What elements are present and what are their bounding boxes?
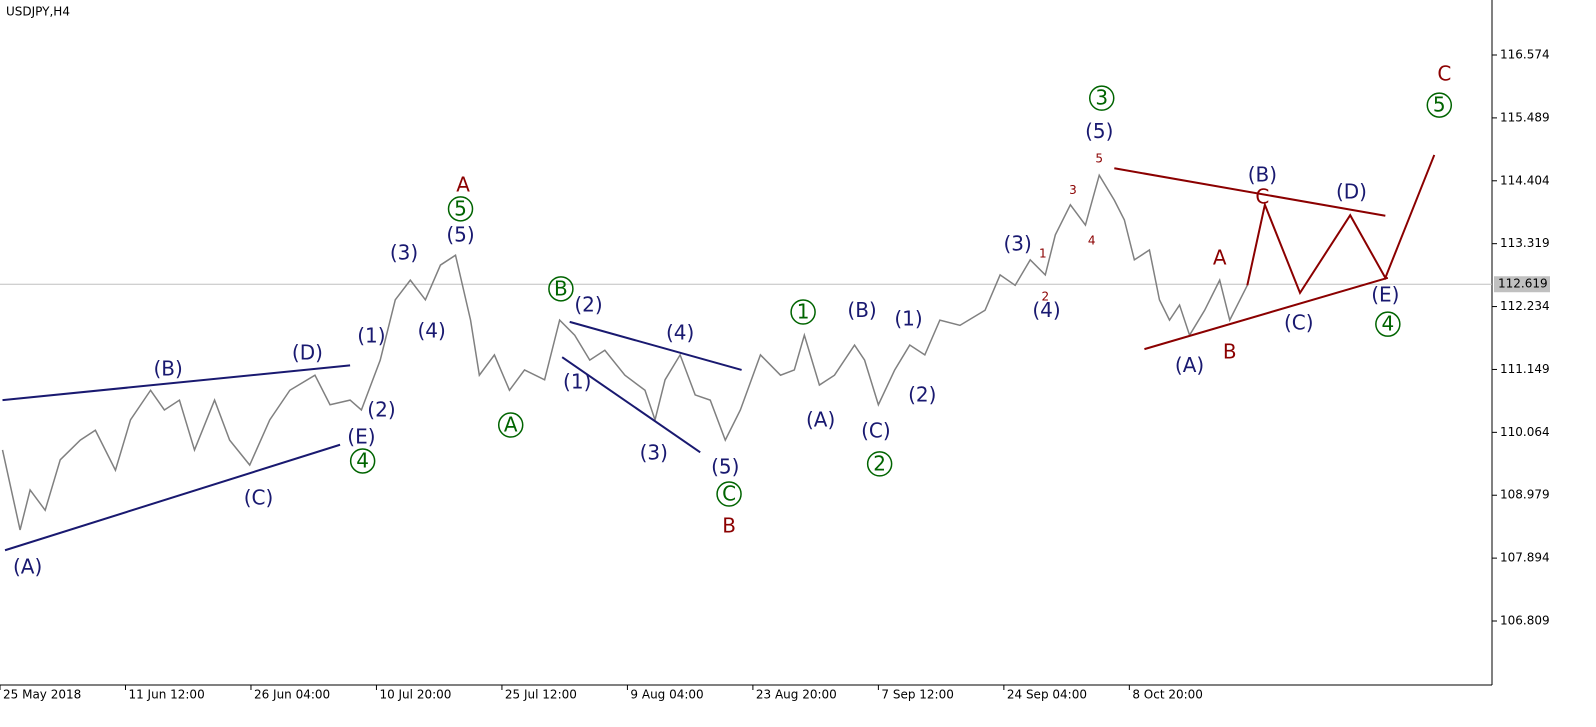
wave-label: A	[1213, 246, 1227, 270]
wave-label: (4)	[666, 320, 694, 344]
wave-label: (1)	[894, 306, 922, 330]
wave-label: 4	[356, 448, 369, 472]
y-tick-label: 106.809	[1500, 614, 1550, 628]
wave-label: 3	[1069, 183, 1077, 197]
wave-label: (B)	[847, 298, 876, 322]
wave-label: A	[504, 413, 518, 437]
wave-label: 5	[454, 196, 467, 220]
wave-label: C	[722, 482, 736, 506]
x-tick-label: 25 May 2018	[3, 688, 81, 702]
wave-label: C	[1437, 61, 1451, 85]
wave-label: (2)	[574, 293, 602, 317]
trend-line	[1144, 276, 1389, 351]
x-tick-label: 24 Sep 04:00	[1007, 688, 1087, 702]
wave-label: 4	[1088, 234, 1096, 248]
wave-label: (B)	[1248, 163, 1277, 187]
wave-label: 3	[1095, 86, 1108, 110]
wave-label: (E)	[347, 425, 375, 449]
wave-label: (A)	[1175, 353, 1204, 377]
wave-label: 1	[797, 300, 810, 324]
wave-label: (A)	[806, 407, 835, 431]
wave-circle	[497, 412, 524, 438]
y-tick-label: 113.319	[1500, 236, 1550, 250]
wave-circle	[1088, 85, 1115, 111]
x-tick-label: 25 Jul 12:00	[505, 688, 577, 702]
trend-line	[569, 320, 742, 371]
trend-line	[4, 443, 341, 552]
y-tick-label: 110.064	[1500, 425, 1550, 439]
wave-label: A	[456, 173, 470, 197]
y-tick-label: 112.234	[1500, 299, 1550, 313]
wave-label: 4	[1381, 312, 1394, 336]
wave-label: (D)	[292, 341, 323, 365]
trend-line	[1114, 167, 1386, 217]
wave-label: (5)	[711, 454, 739, 478]
wave-circle	[790, 299, 816, 325]
trend-line	[1246, 154, 1436, 296]
y-tick-label: 114.404	[1500, 173, 1550, 187]
wave-label: (C)	[861, 418, 891, 442]
y-tick-label: 116.574	[1500, 48, 1550, 62]
wave-circle	[1375, 311, 1401, 337]
wave-label: (1)	[357, 323, 385, 347]
wave-label: (3)	[390, 240, 418, 264]
trend-line	[561, 356, 701, 454]
y-tick-label: 115.489	[1500, 110, 1550, 124]
wave-label: (C)	[244, 486, 274, 510]
wave-label: (3)	[1004, 232, 1032, 256]
chart-title: USDJPY,H4	[6, 5, 70, 19]
wave-label: (B)	[153, 356, 182, 380]
wave-label: (4)	[1032, 298, 1060, 322]
wave-circle	[1426, 92, 1453, 118]
wave-circle	[447, 196, 474, 222]
wave-label: B	[1223, 340, 1237, 364]
wave-label: (E)	[1371, 283, 1399, 307]
wave-label: (4)	[417, 319, 445, 343]
x-tick-label: 23 Aug 20:00	[756, 688, 837, 702]
y-tick-label: 107.894	[1500, 551, 1550, 565]
x-tick-label: 9 Aug 04:00	[630, 688, 703, 702]
wave-label: (5)	[446, 222, 474, 246]
trend-line	[2, 364, 351, 402]
x-tick-label: 26 Jun 04:00	[254, 688, 330, 702]
wave-label: C	[1255, 185, 1269, 209]
x-tick-label: 10 Jul 20:00	[379, 688, 451, 702]
wave-label: (C)	[1284, 311, 1314, 335]
y-tick-label: 111.149	[1500, 362, 1550, 376]
wave-label: B	[554, 276, 568, 300]
wave-label: 5	[1095, 151, 1103, 165]
current-price-label: 112.619	[1498, 277, 1548, 291]
wave-label: (A)	[13, 555, 42, 579]
wave-label: (2)	[908, 382, 936, 406]
wave-label: (5)	[1085, 119, 1113, 143]
wave-label: (D)	[1336, 180, 1367, 204]
wave-label: (1)	[563, 370, 591, 394]
x-tick-label: 11 Jun 12:00	[128, 688, 204, 702]
wave-label: 1	[1039, 246, 1047, 260]
wave-label: 2	[873, 451, 886, 475]
wave-circle	[548, 276, 574, 302]
wave-label: 5	[1433, 93, 1446, 117]
wave-circle	[349, 448, 376, 474]
x-tick-label: 8 Oct 20:00	[1132, 688, 1203, 702]
wave-label: B	[722, 513, 736, 537]
wave-circle	[866, 451, 893, 477]
current-price-box	[1494, 276, 1550, 293]
price-line	[1, 173, 1248, 531]
wave-label: (3)	[640, 440, 668, 464]
x-tick-label: 7 Sep 12:00	[881, 688, 953, 702]
wave-label: 2	[1041, 289, 1049, 303]
wave-circle	[716, 481, 742, 507]
y-tick-label: 108.979	[1500, 488, 1550, 502]
wave-label: (2)	[367, 397, 395, 421]
